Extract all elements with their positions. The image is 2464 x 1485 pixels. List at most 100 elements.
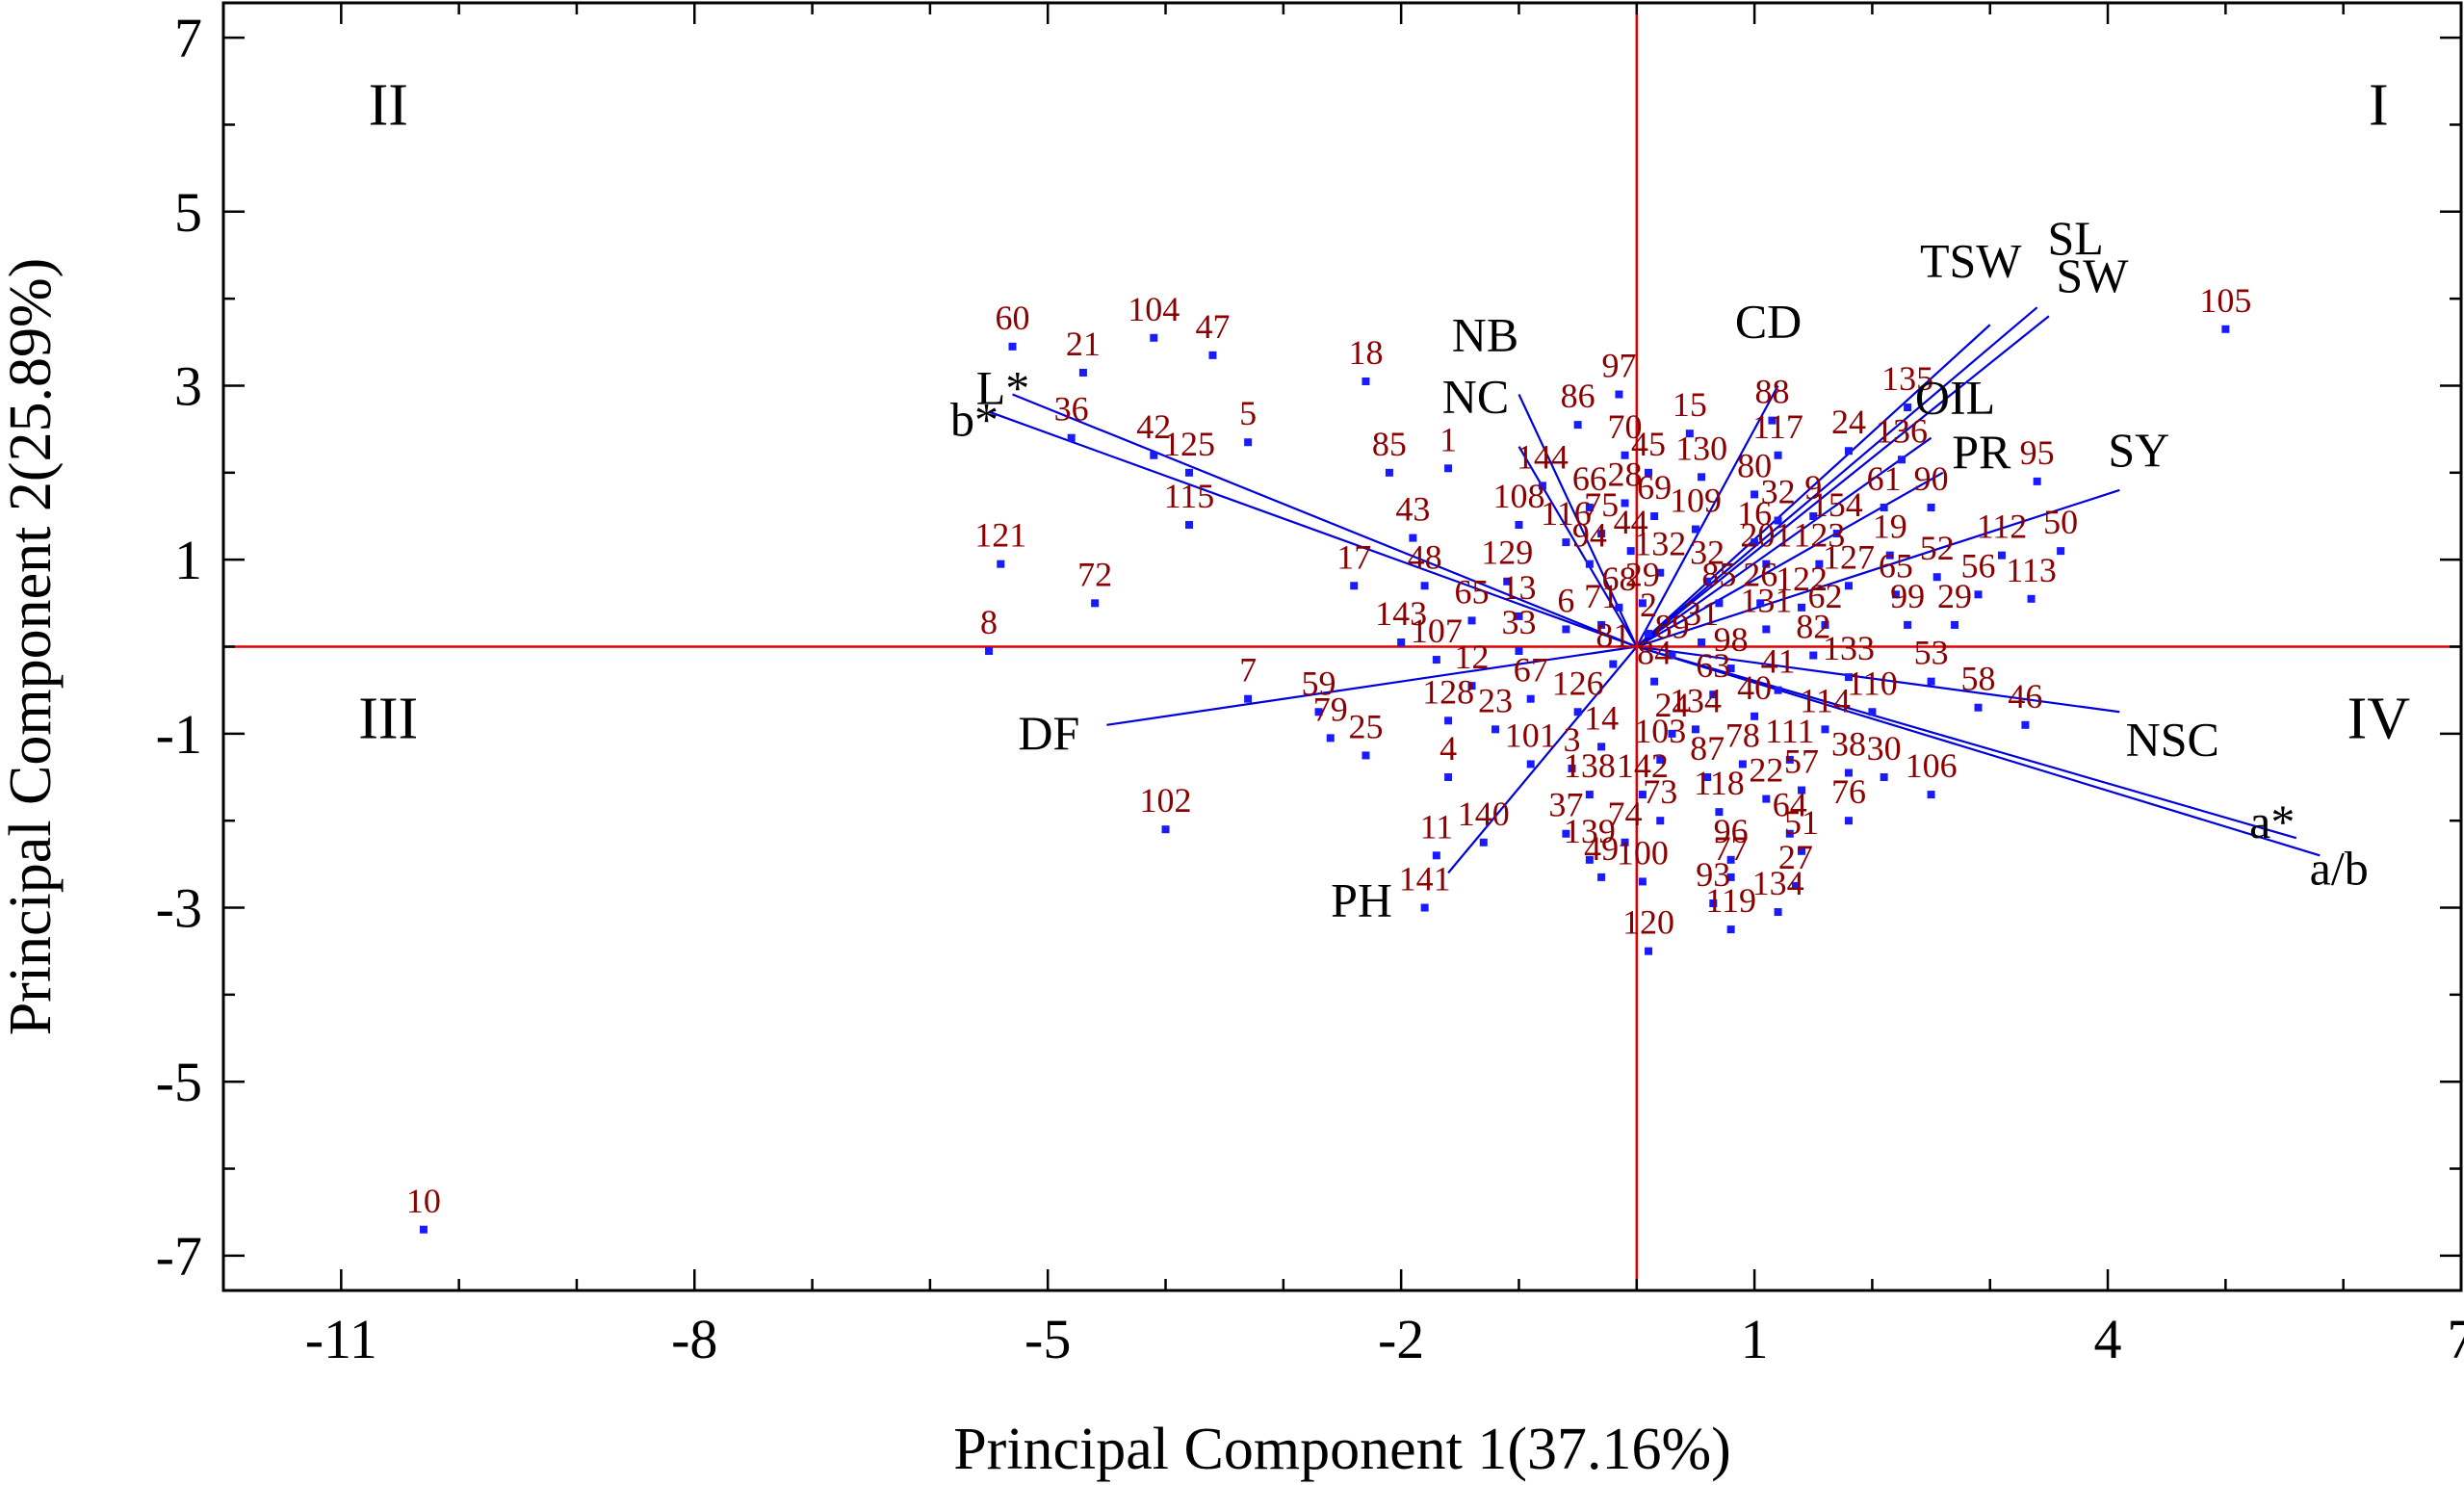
point-48: [1420, 582, 1429, 590]
data-points: [419, 325, 2230, 1234]
y-tick-label: 5: [174, 181, 202, 244]
point-label-98: 98: [1714, 620, 1749, 659]
point-107: [1432, 656, 1440, 664]
point-label-133: 133: [1823, 629, 1875, 667]
point-label-118: 118: [1694, 764, 1745, 802]
point-41: [1774, 686, 1782, 694]
point-label-106: 106: [1906, 746, 1958, 785]
point-43: [1409, 534, 1417, 542]
point-77: [1726, 873, 1735, 881]
point-label-65: 65: [1455, 572, 1490, 611]
point-label-72: 72: [1077, 555, 1112, 593]
point-111: [1785, 755, 1794, 764]
point-132: [1656, 568, 1665, 577]
point-label-96: 96: [1714, 812, 1749, 850]
point-label-10: 10: [406, 1182, 441, 1220]
point-label-32: 32: [1761, 473, 1796, 511]
point-126: [1573, 708, 1582, 716]
point-label-21: 21: [1066, 325, 1101, 363]
point-58: [1974, 703, 1983, 712]
point-label-15: 15: [1673, 385, 1707, 424]
point-label-48: 48: [1408, 537, 1442, 576]
point-88: [1768, 416, 1777, 425]
point-59: [1314, 708, 1323, 716]
vector-label-sl: SL: [2047, 211, 2103, 265]
point-14: [1597, 742, 1606, 751]
vector-nsc: [1636, 645, 2120, 714]
point-131: [1762, 625, 1771, 634]
y-tick-label: 3: [174, 354, 202, 417]
point-65: [1467, 616, 1476, 625]
y-axis-title: Principal Component 2(25.89%): [0, 258, 64, 1036]
point-label-77: 77: [1714, 829, 1749, 868]
point-label-60: 60: [996, 299, 1030, 337]
y-tick-label: -7: [156, 1225, 202, 1288]
point-100: [1638, 877, 1647, 886]
point-139: [1585, 855, 1594, 864]
point-label-36: 36: [1054, 390, 1089, 429]
point-30: [1880, 773, 1888, 782]
point-36: [1067, 433, 1076, 442]
point-label-129: 129: [1481, 534, 1533, 572]
point-130: [1698, 473, 1706, 482]
point-136: [1898, 456, 1906, 464]
point-label-13: 13: [1501, 568, 1536, 607]
point-67: [1526, 694, 1535, 703]
point-32: [1703, 577, 1712, 586]
point-label-23: 23: [1478, 681, 1513, 719]
vector-label-nsc: NSC: [2126, 712, 2219, 766]
point-label-108: 108: [1492, 477, 1544, 515]
point-label-56: 56: [1961, 546, 1996, 585]
point-label-58: 58: [1961, 660, 1996, 698]
point-label-136: 136: [1876, 411, 1928, 450]
point-label-88: 88: [1754, 373, 1789, 411]
point-69: [1650, 511, 1659, 520]
x-tick-label: -2: [1378, 1308, 1424, 1370]
point-138: [1585, 791, 1594, 799]
quadrant-label-i: I: [2369, 72, 2389, 138]
point-label-40: 40: [1737, 668, 1772, 707]
point-label-113: 113: [2006, 551, 2057, 589]
point-label-65: 65: [1879, 546, 1913, 585]
vector-label-nc: NC: [1442, 370, 1509, 424]
vector-oil: [1636, 436, 1932, 648]
point-104: [1150, 333, 1158, 342]
point-45: [1645, 468, 1653, 477]
point-label-31: 31: [1684, 594, 1719, 633]
point-110: [1868, 708, 1877, 716]
point-97: [1615, 390, 1623, 399]
point-label-51: 51: [1784, 803, 1819, 842]
point-label-134: 134: [1670, 681, 1722, 719]
point-6: [1562, 625, 1570, 634]
vector-label-ph: PH: [1331, 873, 1392, 926]
point-label-119: 119: [1705, 881, 1756, 920]
point-29: [1951, 620, 1959, 629]
point-105: [2221, 325, 2230, 333]
vector-label-sy: SY: [2108, 423, 2169, 477]
vector-sy: [1636, 488, 2120, 648]
point-15: [1685, 430, 1694, 438]
point-95: [2033, 477, 2041, 485]
x-tick-label: -5: [1025, 1308, 1071, 1370]
point-81: [1609, 660, 1618, 668]
point-115: [1184, 521, 1193, 530]
x-axis-title: Principal Component 1(37.16%): [953, 1417, 1731, 1482]
point-label-73: 73: [1643, 772, 1677, 811]
point-122: [1798, 603, 1806, 612]
point-label-110: 110: [1847, 664, 1898, 702]
point-label-104: 104: [1128, 290, 1180, 328]
x-tick-label: -11: [305, 1308, 377, 1370]
vector-l: [1012, 393, 1638, 648]
point-label-49: 49: [1584, 829, 1619, 868]
x-tick-label: 4: [2094, 1308, 2122, 1370]
point-46: [2021, 720, 2030, 729]
vector-pr: [1636, 471, 1944, 648]
point-103: [1656, 755, 1665, 764]
point-52: [1932, 573, 1941, 582]
point-label-57: 57: [1784, 742, 1819, 781]
point-label-45: 45: [1631, 425, 1666, 463]
point-16: [1751, 538, 1759, 547]
point-118: [1715, 808, 1724, 817]
point-label-53: 53: [1914, 634, 1949, 672]
